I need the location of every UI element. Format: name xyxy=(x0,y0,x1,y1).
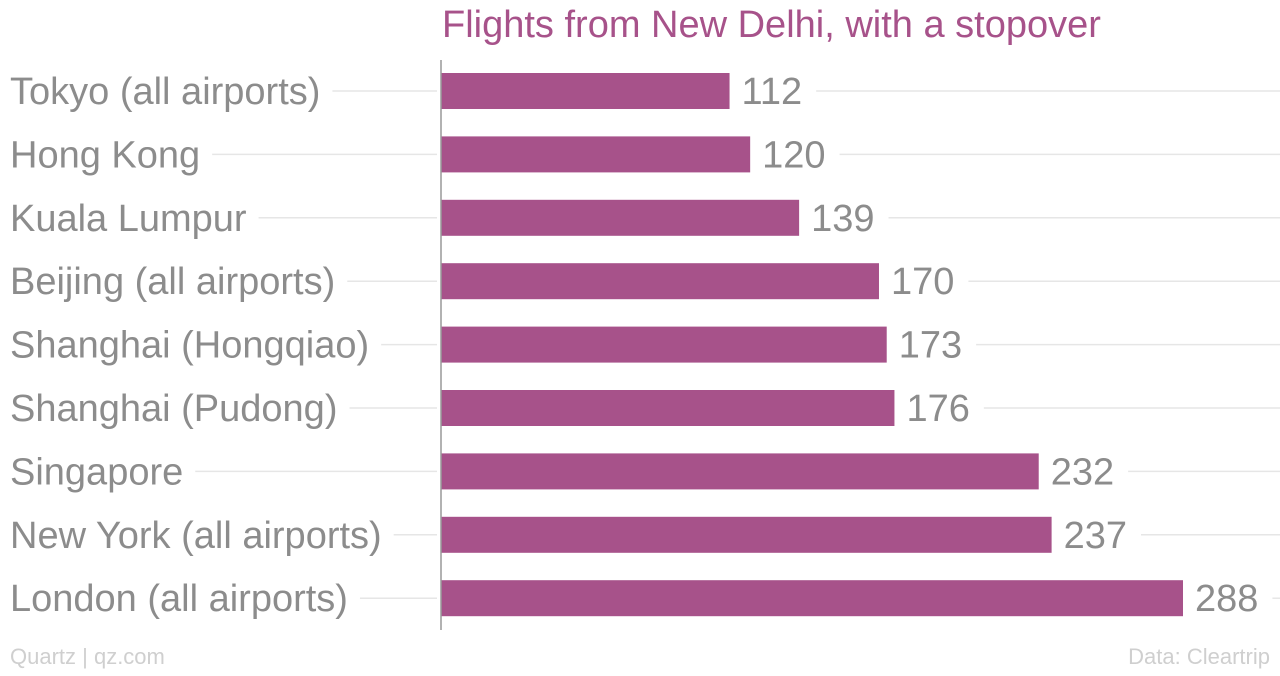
bar xyxy=(441,199,800,236)
bar xyxy=(441,326,887,363)
bar xyxy=(441,263,879,300)
category-label: Shanghai (Hongqiao) xyxy=(10,325,369,367)
chart-title: Flights from New Delhi, with a stopover xyxy=(442,4,1101,46)
category-label: Tokyo (all airports) xyxy=(10,71,320,113)
data-label: 139 xyxy=(811,198,874,240)
category-label: London (all airports) xyxy=(10,578,348,620)
bar xyxy=(441,580,1183,617)
data-label: 232 xyxy=(1051,451,1114,493)
bar xyxy=(441,516,1052,553)
data-label: 176 xyxy=(906,388,969,430)
footer-credit: Quartz | qz.com xyxy=(10,644,165,669)
category-label: Kuala Lumpur xyxy=(10,198,247,240)
data-label: 170 xyxy=(891,261,954,303)
bar xyxy=(441,73,730,109)
bar xyxy=(441,453,1039,490)
data-label: 120 xyxy=(762,134,825,176)
category-label: Hong Kong xyxy=(10,134,200,176)
category-label: Singapore xyxy=(10,451,183,493)
category-label: Beijing (all airports) xyxy=(10,261,335,303)
footer-source: Data: Cleartrip xyxy=(1128,644,1270,669)
data-label: 173 xyxy=(899,325,962,367)
data-label: 112 xyxy=(742,71,803,113)
bar xyxy=(441,136,751,173)
category-label: New York (all airports) xyxy=(10,515,382,557)
category-label: Shanghai (Pudong) xyxy=(10,388,337,430)
data-label: 237 xyxy=(1064,515,1127,557)
bar xyxy=(441,390,895,426)
data-label: 288 xyxy=(1195,578,1258,620)
